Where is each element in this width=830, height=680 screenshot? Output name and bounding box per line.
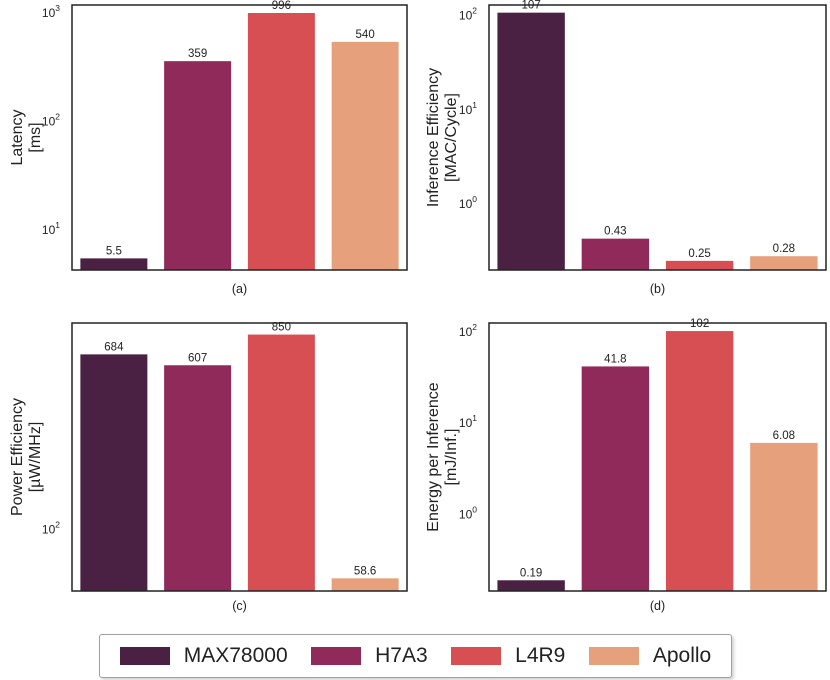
bar-max78000 xyxy=(80,258,148,270)
bar-apollo xyxy=(331,41,399,270)
y-tick-label: 102 xyxy=(459,5,477,22)
axes-frame xyxy=(71,322,408,592)
data-label: 996 xyxy=(272,0,291,12)
legend-label-apollo: Apollo xyxy=(652,644,712,667)
bar-apollo xyxy=(331,578,399,591)
y-tick-label: 103 xyxy=(42,3,60,20)
y-tick-label: 102 xyxy=(42,111,60,128)
bar-l4r9 xyxy=(665,331,734,591)
bar-max78000 xyxy=(497,12,565,270)
data-label: 6.08 xyxy=(773,430,795,442)
bar-h7a3 xyxy=(581,366,650,591)
y-axis-label: Power Efficiency[µW/MHz] xyxy=(9,398,44,516)
data-label: 359 xyxy=(188,48,207,60)
y-tick-label: 101 xyxy=(459,100,477,117)
data-label: 850 xyxy=(272,322,291,334)
bar-max78000 xyxy=(497,580,565,591)
legend-swatch-max78000 xyxy=(119,647,170,665)
y-axis-label: Energy per Inference[mJ/Inf.] xyxy=(425,382,460,532)
bar-l4r9 xyxy=(247,13,315,271)
data-label: 607 xyxy=(188,352,207,364)
chart-panel-4: 0.19 41.8 102 6.08 100 101 102 Energy per Infer… xyxy=(425,318,827,613)
chart-panel-3: 684 607 850 58.6 102 Power Efficiency[µW/MHz]… xyxy=(9,322,408,613)
y-axis-label: Latency[ms] xyxy=(9,109,44,165)
legend-swatch-l4r9 xyxy=(451,647,502,665)
axes-frame xyxy=(71,4,408,271)
data-label: 58.6 xyxy=(354,565,376,577)
axes-frame xyxy=(488,4,827,271)
data-label: 107 xyxy=(522,0,541,12)
data-label: 0.28 xyxy=(773,243,795,255)
legend-swatch-h7a3 xyxy=(311,647,362,665)
bar-max78000 xyxy=(80,354,148,591)
bar-apollo xyxy=(750,256,818,270)
data-label: 684 xyxy=(104,341,124,353)
legend: MAX78000 H7A3 L4R9 Apollo xyxy=(99,634,732,678)
y-tick-label: 101 xyxy=(42,220,60,237)
bar-l4r9 xyxy=(665,260,734,270)
data-label: 0.19 xyxy=(520,567,542,579)
bar-h7a3 xyxy=(164,365,232,591)
y-tick-label: 100 xyxy=(459,194,477,211)
data-label: 5.5 xyxy=(106,245,122,257)
data-label: 102 xyxy=(690,318,709,330)
bar-h7a3 xyxy=(581,238,650,270)
y-tick-label: 101 xyxy=(459,413,477,430)
legend-item-h7a3: H7A3 xyxy=(311,644,428,668)
legend-label-h7a3: H7A3 xyxy=(375,644,428,667)
y-tick-label: 100 xyxy=(459,504,477,521)
y-tick-label: 102 xyxy=(42,520,60,537)
panel-caption: (c) xyxy=(232,599,247,613)
chart-panel-1: 5.5 359 996 540 101 102 103 Latency[ms] (a) xyxy=(9,0,408,296)
y-tick-label: 102 xyxy=(459,322,477,339)
panel-caption: (d) xyxy=(650,599,665,613)
panel-caption: (a) xyxy=(232,282,247,296)
bar-h7a3 xyxy=(164,61,232,271)
legend-label-max78000: MAX78000 xyxy=(183,644,288,667)
bar-apollo xyxy=(750,442,818,591)
data-label: 41.8 xyxy=(604,353,626,365)
data-label: 0.25 xyxy=(688,248,710,260)
legend-label-l4r9: L4R9 xyxy=(515,644,566,667)
data-label: 540 xyxy=(356,29,375,41)
legend-item-apollo: Apollo xyxy=(588,644,712,668)
data-label: 0.43 xyxy=(604,226,626,238)
legend-swatch-apollo xyxy=(588,647,639,665)
panel-caption: (b) xyxy=(650,282,665,296)
legend-item-max78000: MAX78000 xyxy=(119,644,288,668)
y-axis-label: Inference Efficiency[MAC/Cycle] xyxy=(425,68,460,207)
bar-l4r9 xyxy=(247,334,315,591)
legend-item-l4r9: L4R9 xyxy=(451,644,565,668)
axes-frame xyxy=(488,322,827,592)
chart-panel-2: 107 0.43 0.25 0.28 100 101 102 Inference Effici… xyxy=(425,0,827,296)
